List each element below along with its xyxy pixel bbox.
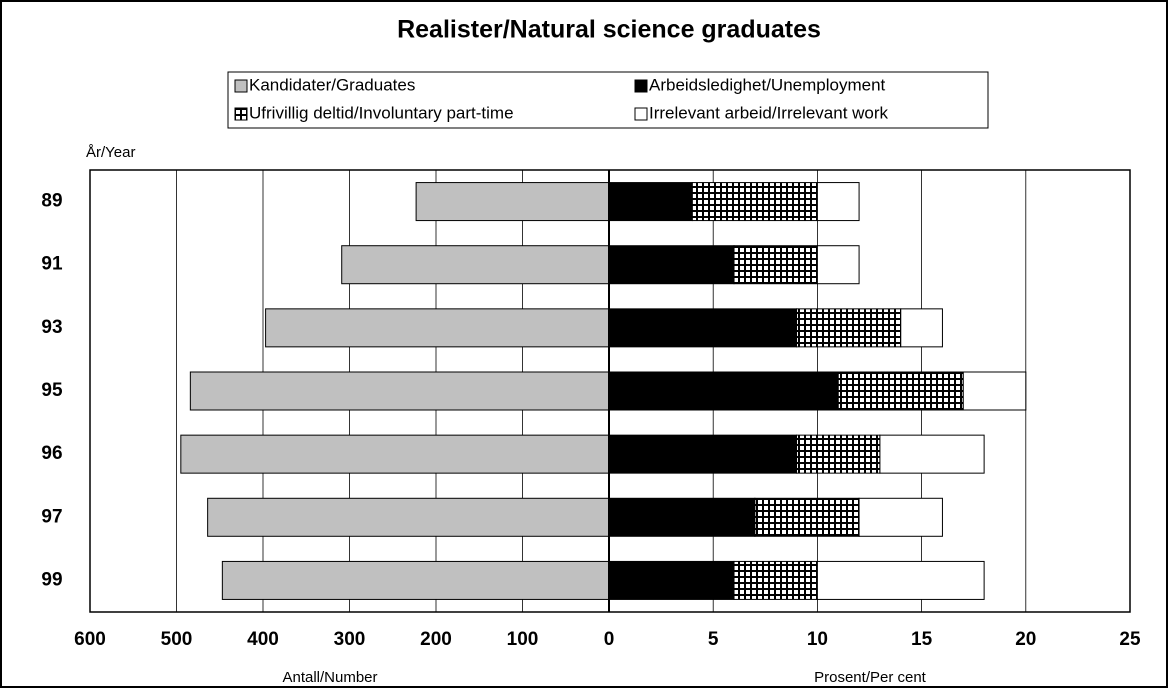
legend-swatch: [234, 79, 248, 93]
legend-label: Arbeidsledighet/Unemployment: [649, 75, 886, 94]
x-tick-label: 100: [507, 629, 539, 650]
bar: [265, 308, 610, 348]
x-tick-label: 600: [74, 629, 106, 650]
bar: [180, 434, 610, 474]
x2-tick-label: 5: [708, 629, 719, 650]
bar: [189, 371, 610, 411]
bar: [858, 497, 943, 537]
y-tick-label: 93: [41, 317, 62, 338]
x-tick-label: 200: [420, 629, 452, 650]
chart-title: Realister/Natural science graduates: [397, 16, 821, 44]
bar: [221, 560, 610, 600]
y-tick-label: 96: [41, 443, 62, 464]
bar: [207, 497, 610, 537]
x2-tick-label: 25: [1119, 629, 1141, 650]
bar: [816, 560, 985, 600]
bar: [608, 245, 735, 285]
legend: [227, 71, 989, 129]
y-tick-label: 97: [41, 506, 62, 527]
bar: [415, 182, 610, 222]
bar: [608, 371, 839, 411]
x2-axis-label: Prosent/Per cent: [814, 669, 927, 686]
plot-border: [89, 169, 1131, 613]
bar: [608, 497, 756, 537]
x-tick-label: 400: [247, 629, 279, 650]
bar: [962, 371, 1027, 411]
y-tick-label: 91: [41, 254, 63, 275]
x-axis-label: Antall/Number: [282, 669, 377, 686]
bar: [900, 308, 943, 348]
bar: [796, 434, 881, 474]
y-axis-label: År/Year: [86, 144, 135, 161]
bar: [608, 434, 798, 474]
x2-tick-label: 20: [1015, 629, 1036, 650]
bar: [837, 371, 964, 411]
bar: [691, 182, 818, 222]
legend-swatch: [234, 107, 248, 121]
bar: [608, 560, 735, 600]
legend-label: Kandidater/Graduates: [249, 75, 415, 94]
bar: [608, 308, 798, 348]
x-tick-label: 500: [161, 629, 193, 650]
legend-label: Ufrivillig deltid/Involuntary part-time: [249, 103, 514, 122]
legend-swatch: [634, 79, 648, 93]
bar: [816, 245, 860, 285]
bar: [608, 182, 693, 222]
bar: [754, 497, 860, 537]
legend-label: Irrelevant arbeid/Irrelevant work: [649, 103, 889, 122]
bar: [733, 560, 818, 600]
x2-tick-label: 15: [911, 629, 933, 650]
x-tick-label: 0: [604, 629, 615, 650]
legend-swatch: [634, 107, 648, 121]
x2-tick-label: 10: [807, 629, 828, 650]
y-tick-label: 99: [41, 569, 62, 590]
bar: [879, 434, 985, 474]
bar: [796, 308, 902, 348]
y-tick-label: 89: [41, 191, 62, 212]
bar: [341, 245, 610, 285]
y-tick-label: 95: [41, 380, 63, 401]
bar: [733, 245, 818, 285]
x-tick-label: 300: [334, 629, 366, 650]
bar: [816, 182, 860, 222]
